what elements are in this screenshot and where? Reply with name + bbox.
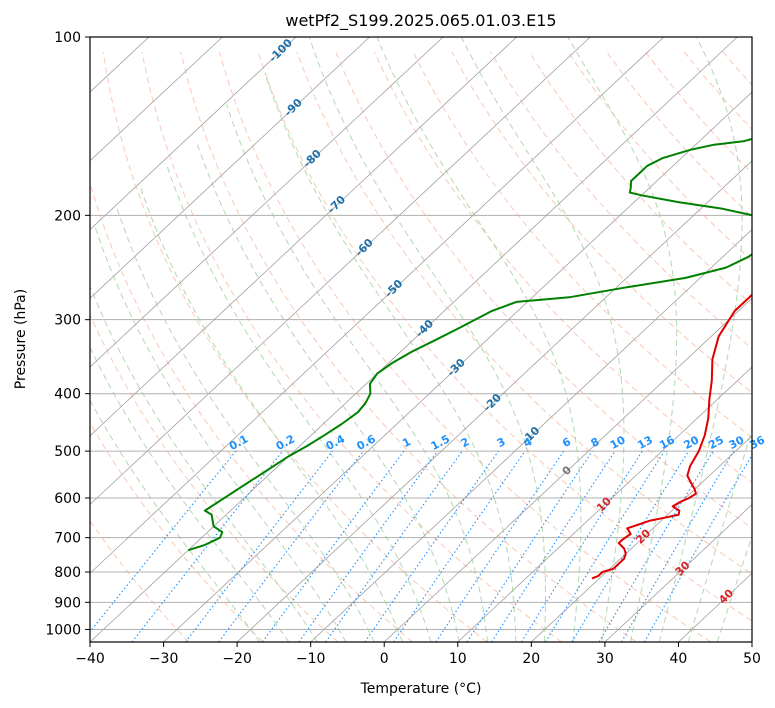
x-tick-label: 0: [380, 651, 389, 667]
isotherm-line: [90, 37, 444, 368]
moist-adiabat-line: [140, 188, 404, 642]
y-tick-label: 100: [54, 30, 81, 46]
mixing-ratio-label: 10: [608, 433, 628, 452]
y-tick-label: 500: [54, 444, 81, 460]
mixing-ratio-line: [298, 450, 439, 642]
x-tick-label: −10: [296, 651, 326, 667]
mixing-ratio-label: 16: [657, 433, 677, 452]
y-tick-label: 200: [54, 208, 81, 224]
dry-adiabat-line: [296, 51, 752, 575]
grid-layer: [90, 37, 752, 642]
isotherm-line: [457, 366, 752, 642]
moist-adiabat-line: [226, 104, 488, 642]
isotherm-line: [90, 37, 297, 231]
moist-adiabat-line: [90, 399, 261, 642]
isotherm-line: [90, 37, 223, 162]
x-tick-label: 20: [522, 651, 540, 667]
mixing-ratio-label: 30: [727, 433, 747, 452]
x-tick-label: −20: [222, 651, 252, 667]
plot-frame: [89, 36, 753, 643]
moist-adiabat-line: [376, 37, 582, 642]
dry-adiabat-line: [335, 51, 752, 529]
mixing-ratio-line: [521, 450, 643, 642]
dry-adiabat-line: [90, 421, 264, 642]
mixing-ratio-line: [571, 450, 690, 642]
y-tick-label: 800: [54, 565, 81, 581]
isotherm-line: [163, 91, 752, 642]
dry-adiabat-line: [219, 51, 712, 642]
y-axis-label: Pressure (hPa): [13, 289, 29, 389]
mixing-ratio-line: [262, 450, 405, 642]
x-axis-label: Temperature (°C): [360, 681, 482, 697]
isotherm-line: [90, 37, 370, 299]
isotherm-line: [90, 37, 517, 437]
dry-adiabat-line: [90, 181, 413, 642]
isotherm-line: [90, 37, 665, 574]
mixing-ratio-line: [218, 450, 364, 642]
moist-adiabat-line: [116, 208, 375, 642]
chart-title: wetPf2_S199.2025.065.01.03.E15: [285, 11, 556, 31]
x-tick-label: −40: [75, 651, 105, 667]
y-tick-label: 600: [54, 491, 81, 507]
mixing-ratio-line: [364, 450, 499, 642]
dewpoint-profile-line: [187, 137, 752, 552]
mixing-ratio-label: 13: [635, 433, 655, 452]
isotherm-line: [236, 160, 752, 642]
dry-adiabat-line: [257, 51, 752, 622]
mixing-ratio-line: [466, 450, 593, 642]
dry-adiabat-line: [102, 51, 488, 642]
moist-adiabat-line: [308, 37, 546, 642]
x-tick-label: 10: [449, 651, 467, 667]
moist-adiabat-line: [658, 37, 743, 642]
series-layer: [187, 137, 752, 580]
moist-adiabat-line: [195, 141, 460, 642]
mixing-ratio-line: [90, 450, 237, 633]
y-tick-label: 400: [54, 387, 81, 403]
x-tick-label: −30: [149, 651, 179, 667]
mixing-ratio-line: [325, 450, 463, 642]
mixing-ratio-label: 20: [682, 433, 702, 452]
isotherm-line: [90, 37, 738, 642]
isotherm-line: [90, 37, 591, 506]
moist-adiabat-line: [687, 427, 752, 642]
axis-layer: −40 −30 −20 −10 0 10 20 30 40 50 100 200 300 400 500 60…: [45, 30, 761, 667]
y-tick-label: 900: [54, 595, 81, 611]
x-tick-label: 30: [596, 651, 614, 667]
isotherm-line: [604, 503, 752, 642]
moist-adiabat-line: [264, 72, 517, 642]
mixing-ratio-label: 25: [706, 433, 726, 452]
isotherm-line: [383, 297, 752, 642]
moist-adiabat-line: [94, 227, 347, 642]
x-tick-label: 40: [669, 651, 687, 667]
dry-adiabat-line: [180, 51, 637, 642]
temperature-profile-line: [591, 293, 752, 580]
dry-adiabat-line: [141, 51, 562, 642]
moist-adiabat-line: [460, 37, 625, 642]
y-tick-label: 1000: [45, 622, 81, 638]
mixing-ratio-line: [435, 450, 565, 642]
moist-adiabat-line: [567, 37, 678, 642]
moist-adiabat-line: [166, 165, 432, 642]
y-tick-label: 700: [54, 531, 81, 547]
x-tick-label: 50: [743, 651, 761, 667]
isotherm-line: [531, 435, 752, 642]
mixing-ratio-line: [491, 450, 616, 642]
y-tick-label: 300: [54, 313, 81, 329]
mixing-ratio-line: [393, 450, 526, 642]
